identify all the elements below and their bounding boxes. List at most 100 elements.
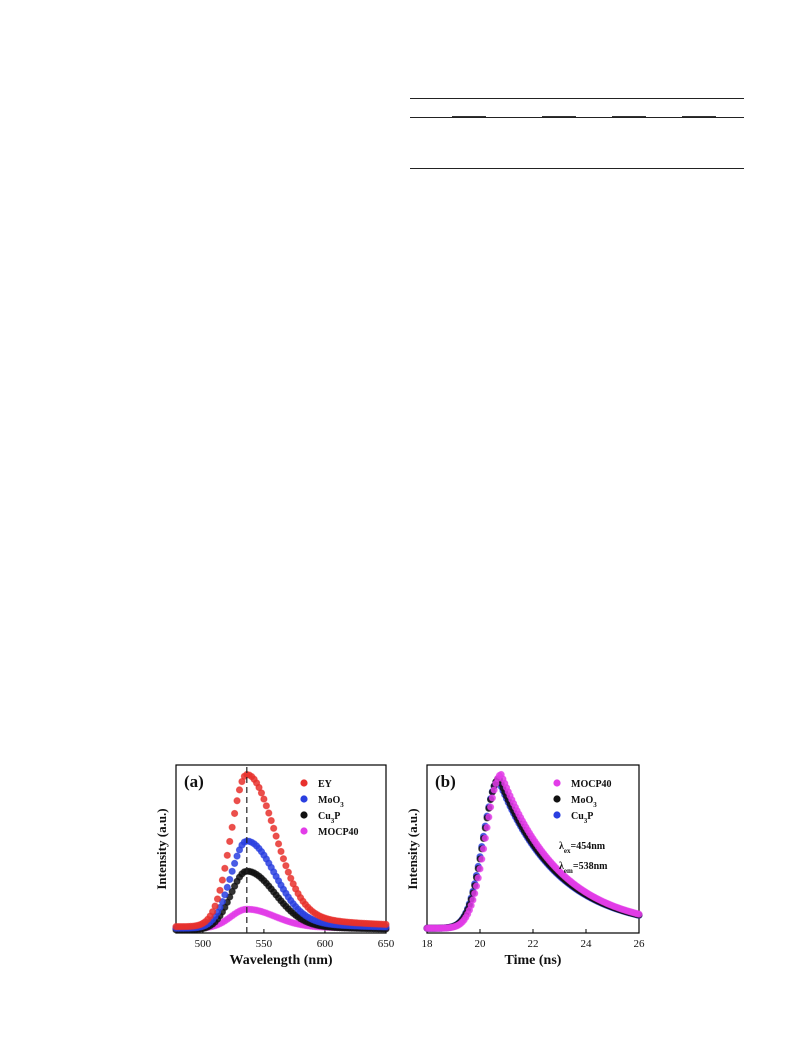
x-tick-label: 550 (256, 938, 273, 950)
wavelength-annotation: λem=538nm (559, 861, 608, 875)
data-point (233, 797, 241, 805)
figure: 500 550 600 650 Wavelength (nm) Intensity (a.… (150, 760, 650, 970)
legend-label: MoO3 (571, 795, 597, 809)
annotation-value: =538nm (573, 861, 608, 872)
legend-label-subscript: 3 (593, 801, 597, 809)
x-tick-label: 650 (378, 938, 395, 950)
series-ey (172, 770, 390, 931)
data-point (231, 809, 239, 818)
annotation-subscript: ex (564, 847, 571, 855)
legend-label: Cu3P (318, 811, 340, 825)
data-point (223, 851, 231, 859)
wavelength-annotation: λex=454nm (559, 841, 606, 855)
legend-label: MoO3 (318, 795, 344, 809)
legend-label-text: MoO (318, 795, 340, 806)
data-point (228, 823, 236, 831)
data-point (481, 834, 489, 842)
data-point (221, 891, 229, 899)
table-column-rule (452, 116, 486, 117)
table-header-rule (410, 117, 744, 118)
data-point (274, 840, 283, 848)
data-point (284, 868, 292, 876)
x-tick-label: 24 (581, 938, 593, 950)
x-tick-label: 18 (422, 938, 434, 950)
data-point (277, 847, 285, 856)
data-point (270, 824, 278, 832)
data-point (228, 867, 236, 875)
x-tick-label: 500 (195, 938, 212, 950)
annotation-subscript: em (564, 867, 573, 875)
data-point (260, 795, 268, 803)
x-axis-label: Wavelength (nm) (229, 953, 332, 968)
data-point (483, 823, 491, 832)
table-column-rule (542, 116, 576, 117)
data-point (262, 802, 270, 810)
legend-label: MOCP40 (571, 779, 612, 790)
legend-label-text: MoO (571, 795, 593, 806)
x-axis-label: Time (ns) (505, 953, 562, 968)
legend-marker (553, 811, 561, 819)
data-point (257, 789, 266, 797)
data-point (226, 875, 234, 884)
x-tick-label: 22 (528, 938, 539, 950)
legend-label-text: EY (318, 779, 333, 790)
data-point (472, 882, 481, 890)
x-tick-label: 600 (317, 938, 334, 950)
legend-label-subscript: 3 (331, 817, 335, 825)
legend-label-text: P (334, 811, 340, 822)
data-point (211, 902, 219, 910)
data-point (279, 855, 288, 863)
data-point (223, 883, 231, 891)
x-tick-label: 26 (634, 938, 646, 950)
data-point (235, 786, 244, 794)
panel-label: (b) (435, 772, 456, 791)
data-point (282, 862, 290, 870)
legend-marker (553, 795, 561, 803)
data-point (478, 855, 486, 863)
x-tick-label: 20 (475, 938, 487, 950)
annotation-symbol: λ (559, 861, 564, 872)
legend-marker (553, 779, 561, 787)
annotation-value: =454nm (571, 841, 606, 852)
panel-label: (a) (184, 772, 204, 791)
data-point (216, 886, 224, 894)
series-mocp40 (423, 770, 643, 932)
table-fragment (410, 98, 744, 170)
data-point (231, 859, 239, 868)
data-point (474, 874, 482, 882)
data-point (471, 889, 479, 898)
y-axis-label: Intensity (a.u.) (405, 808, 420, 889)
table-column-rule (682, 116, 716, 117)
data-point (265, 809, 273, 817)
legend-label-text: MOCP40 (318, 827, 359, 838)
chart-panel-a: 500 550 600 650 Wavelength (nm) Intensity (a.… (154, 764, 395, 968)
data-point (233, 852, 241, 860)
data-point (485, 813, 493, 821)
data-point (267, 816, 275, 825)
legend-marker (300, 811, 308, 819)
legend-label-text: Cu (571, 811, 584, 822)
legend-label-text: MOCP40 (571, 779, 612, 790)
data-point (469, 896, 477, 904)
data-point (488, 794, 496, 802)
table-top-rule (410, 98, 744, 99)
data-point (213, 895, 222, 903)
data-point (382, 920, 390, 928)
data-point (272, 832, 280, 840)
legend-label-text: P (587, 811, 593, 822)
legend-marker (300, 795, 308, 803)
data-point (635, 910, 643, 918)
chart-panel-b: 18 20 22 24 26 Time (ns) Intensity (a.u.) (b) MO… (405, 764, 646, 968)
legend-label: EY (318, 779, 333, 790)
legend-label: MOCP40 (318, 827, 359, 838)
legend-marker (300, 827, 308, 835)
y-axis-label: Intensity (a.u.) (154, 808, 169, 889)
plot-frame (175, 764, 387, 934)
data-point (218, 876, 226, 884)
data-point (479, 845, 488, 853)
data-point (487, 803, 495, 811)
legend-label: Cu3P (571, 811, 593, 825)
table-column-rule (612, 116, 646, 117)
data-point (490, 786, 498, 794)
figure-svg: 500 550 600 650 Wavelength (nm) Intensity (a.… (154, 764, 646, 968)
